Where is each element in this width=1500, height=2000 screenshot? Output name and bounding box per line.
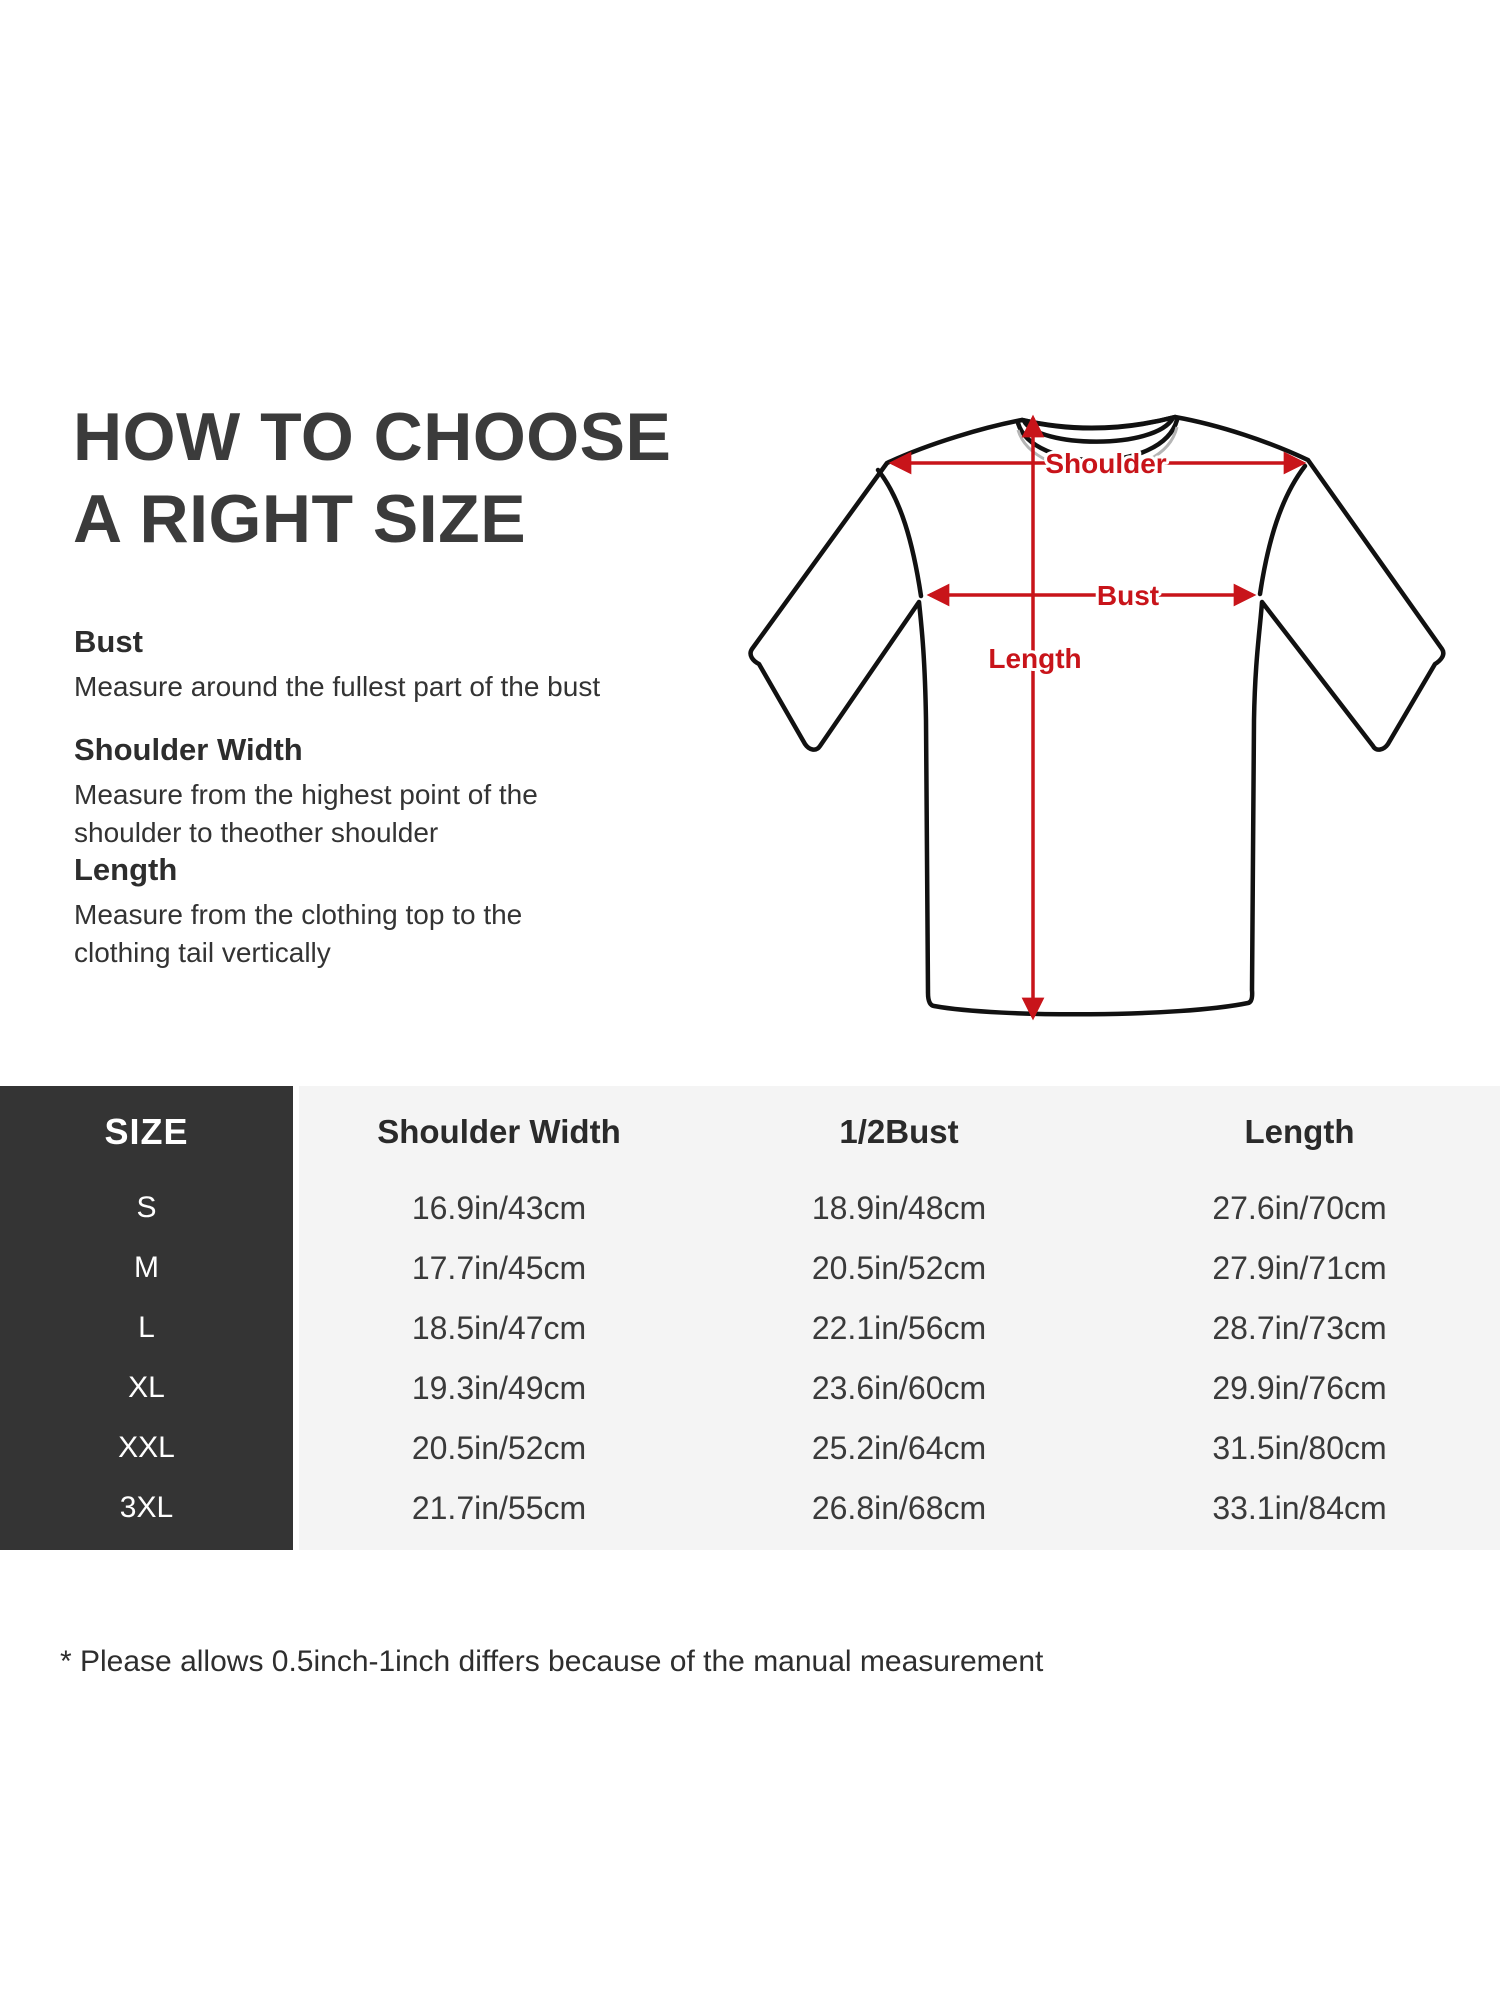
table-cell-half-bust: 20.5in/52cm xyxy=(811,1249,987,1286)
table-cell-length: 33.1in/84cm xyxy=(1212,1489,1387,1526)
table-cell-half-bust: 23.6in/60cm xyxy=(811,1369,987,1406)
table-cell-shoulder-width: 20.5in/52cm xyxy=(411,1429,587,1466)
table-cell-length: 28.7in/73cm xyxy=(1212,1309,1387,1346)
table-cell-half-bust: 18.9in/48cm xyxy=(811,1189,987,1226)
measurement-disclaimer: * Please allows 0.5inch-1inch differs be… xyxy=(60,1645,1044,1678)
column-header-size: SIZE xyxy=(104,1111,189,1152)
size-table-grid: SIZE Shoulder Width 1/2Bust Length S 16.… xyxy=(0,1086,1500,1550)
instruction-length-description: Measure from the clothing top to the clo… xyxy=(74,899,523,968)
bust-label: Bust xyxy=(1097,580,1159,611)
shoulder-label: Shoulder xyxy=(1045,448,1166,479)
table-body-background xyxy=(299,1086,1500,1550)
table-cell-length: 27.6in/70cm xyxy=(1212,1189,1387,1226)
measurement-arrows xyxy=(888,414,1307,1021)
instruction-length-heading: Length xyxy=(74,852,178,887)
size-table: SIZE Shoulder Width 1/2Bust Length S 16.… xyxy=(0,1086,1500,1550)
table-cell-shoulder-width: 16.9in/43cm xyxy=(411,1189,587,1226)
length-label: Length xyxy=(988,643,1081,674)
table-row-size: S xyxy=(136,1191,157,1224)
tshirt-measurement-diagram: Shoulder Bust Length xyxy=(748,414,1446,1021)
table-cell-length: 27.9in/71cm xyxy=(1212,1249,1387,1286)
table-cell-shoulder-width: 19.3in/49cm xyxy=(411,1369,587,1406)
instruction-shoulder-description: Measure from the highest point of the sh… xyxy=(74,779,538,848)
table-row-size: XXL xyxy=(118,1431,175,1464)
table-cell-half-bust: 25.2in/64cm xyxy=(811,1429,987,1466)
table-row-size: XL xyxy=(128,1371,165,1404)
column-header-shoulder-width: Shoulder Width xyxy=(377,1113,621,1150)
column-header-length: Length xyxy=(1244,1113,1355,1150)
table-row-size: M xyxy=(134,1251,159,1284)
table-cell-length: 31.5in/80cm xyxy=(1212,1429,1387,1466)
page-title-line1: HOW TO CHOOSE xyxy=(73,399,672,475)
table-cell-length: 29.9in/76cm xyxy=(1212,1369,1387,1406)
instruction-shoulder-width: Shoulder Width Measure from the highest … xyxy=(74,732,538,852)
instruction-length: Length Measure from the clothing top to … xyxy=(74,852,522,972)
table-row-size: L xyxy=(138,1311,155,1344)
table-row-size: 3XL xyxy=(119,1491,174,1524)
page-title: HOW TO CHOOSE A RIGHT SIZE xyxy=(73,396,671,560)
instruction-bust-heading: Bust xyxy=(74,624,143,659)
page-title-line2: A RIGHT SIZE xyxy=(73,481,527,557)
instruction-bust: Bust Measure around the fullest part of … xyxy=(74,624,600,706)
instruction-bust-description: Measure around the fullest part of the b… xyxy=(74,671,601,702)
table-cell-half-bust: 26.8in/68cm xyxy=(811,1489,987,1526)
right-armhole-seam xyxy=(1257,463,1308,597)
size-column-background xyxy=(0,1086,293,1550)
measurement-labels: Shoulder Bust Length xyxy=(985,445,1169,677)
table-cell-shoulder-width: 21.7in/55cm xyxy=(411,1489,587,1526)
table-cell-shoulder-width: 17.7in/45cm xyxy=(411,1249,587,1286)
column-header-half-bust: 1/2Bust xyxy=(839,1113,959,1150)
table-cell-shoulder-width: 18.5in/47cm xyxy=(411,1309,587,1346)
tshirt-body-path xyxy=(748,414,1446,1017)
left-armhole-seam xyxy=(875,467,924,599)
tshirt-outline xyxy=(748,414,1446,1017)
table-cell-half-bust: 22.1in/56cm xyxy=(811,1309,987,1346)
instruction-shoulder-heading: Shoulder Width xyxy=(74,732,303,767)
